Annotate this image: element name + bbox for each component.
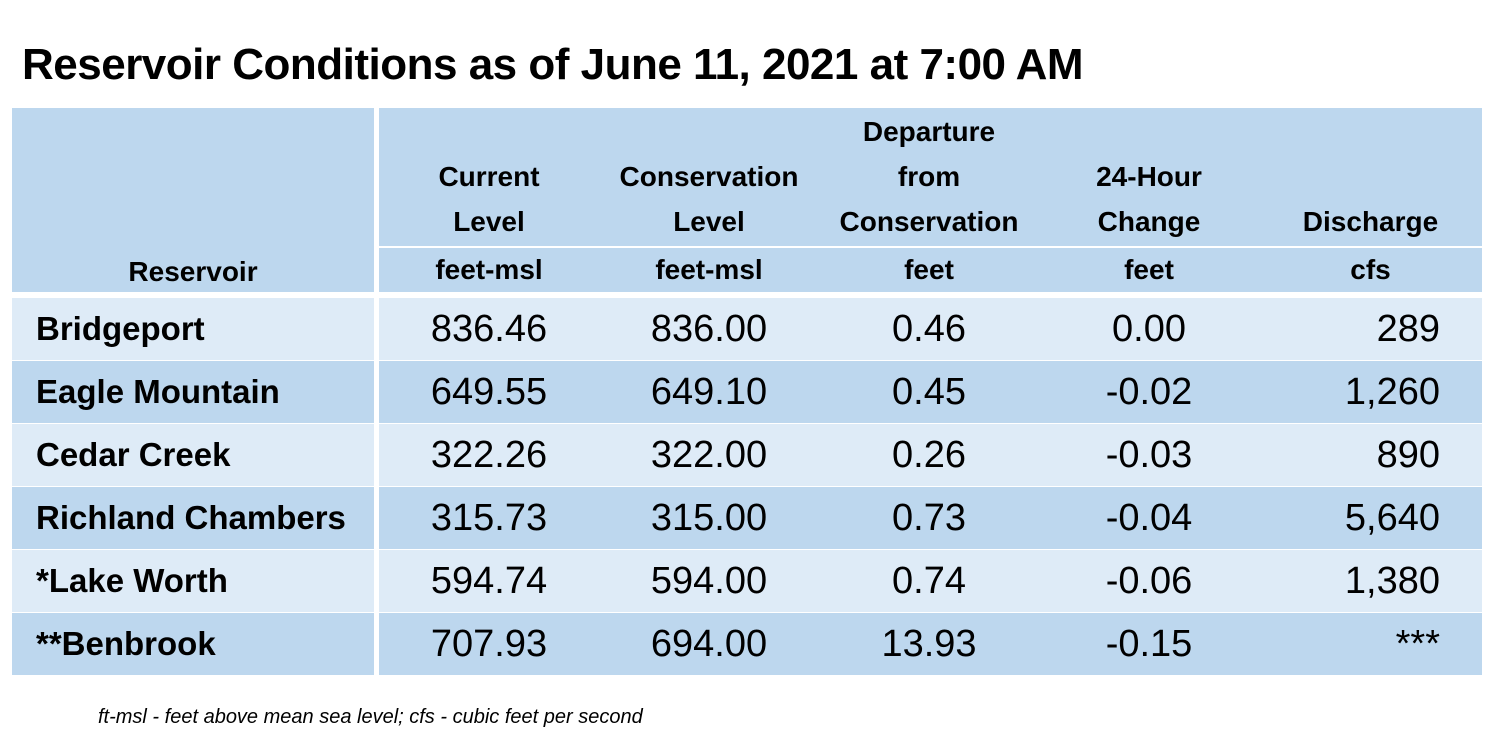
column-header-current-level: Current Level bbox=[379, 108, 599, 246]
table-row-reservoir: Eagle Mountain bbox=[12, 361, 379, 423]
unit-conservation-level: feet-msl bbox=[599, 248, 819, 292]
unit-24-hour-change: feet bbox=[1039, 248, 1259, 292]
table-row-reservoir: Richland Chambers bbox=[12, 487, 379, 549]
table-cell-discharge: 1,260 bbox=[1259, 361, 1482, 423]
table-cell-discharge: 1,380 bbox=[1259, 550, 1482, 612]
header-line: Change bbox=[1097, 206, 1201, 237]
header-line: Discharge bbox=[1302, 206, 1439, 237]
table-cell-discharge: *** bbox=[1259, 613, 1482, 675]
table-row-reservoir: *Lake Worth bbox=[12, 550, 379, 612]
table-cell-conservation: 594.00 bbox=[599, 550, 819, 612]
column-header-reservoir: Reservoir bbox=[12, 108, 379, 292]
header-line: Level bbox=[453, 206, 525, 237]
table-cell-discharge: 289 bbox=[1259, 298, 1482, 360]
table-cell-discharge: 5,640 bbox=[1259, 487, 1482, 549]
table-cell-discharge: 890 bbox=[1259, 424, 1482, 486]
table-row-reservoir: Bridgeport bbox=[12, 298, 379, 360]
unit-discharge: cfs bbox=[1259, 248, 1482, 292]
table-cell-conservation: 322.00 bbox=[599, 424, 819, 486]
table-cell-change: -0.03 bbox=[1039, 424, 1259, 486]
table-cell-conservation: 836.00 bbox=[599, 298, 819, 360]
table-cell-departure: 0.26 bbox=[819, 424, 1039, 486]
table-cell-current: 649.55 bbox=[379, 361, 599, 423]
table-cell-departure: 0.74 bbox=[819, 550, 1039, 612]
table-cell-current: 707.93 bbox=[379, 613, 599, 675]
table-cell-current: 836.46 bbox=[379, 298, 599, 360]
header-line: Current bbox=[438, 161, 540, 192]
table-cell-departure: 0.73 bbox=[819, 487, 1039, 549]
table-cell-current: 315.73 bbox=[379, 487, 599, 549]
table-row-reservoir: **Benbrook bbox=[12, 613, 379, 675]
table-cell-conservation: 315.00 bbox=[599, 487, 819, 549]
unit-current-level: feet-msl bbox=[379, 248, 599, 292]
header-line: from bbox=[897, 161, 961, 192]
page-title: Reservoir Conditions as of June 11, 2021… bbox=[22, 40, 1084, 89]
table-cell-current: 322.26 bbox=[379, 424, 599, 486]
table-cell-change: -0.06 bbox=[1039, 550, 1259, 612]
table-cell-change: -0.04 bbox=[1039, 487, 1259, 549]
header-line: Level bbox=[673, 206, 745, 237]
table-cell-change: 0.00 bbox=[1039, 298, 1259, 360]
header-line: Conservation bbox=[839, 206, 1019, 237]
table-cell-current: 594.74 bbox=[379, 550, 599, 612]
column-header-conservation-level: Conservation Level bbox=[599, 108, 819, 246]
table-row-reservoir: Cedar Creek bbox=[12, 424, 379, 486]
table-cell-departure: 0.46 bbox=[819, 298, 1039, 360]
table-cell-departure: 13.93 bbox=[819, 613, 1039, 675]
footnote: ft-msl - feet above mean sea level; cfs … bbox=[98, 706, 643, 728]
table-cell-conservation: 694.00 bbox=[599, 613, 819, 675]
header-line: Conservation bbox=[619, 161, 799, 192]
header-line: 24-Hour bbox=[1096, 161, 1202, 192]
table-cell-departure: 0.45 bbox=[819, 361, 1039, 423]
unit-departure: feet bbox=[819, 248, 1039, 292]
reservoir-table: Reservoir Current Level Conservation Lev… bbox=[12, 108, 1482, 676]
table-cell-change: -0.15 bbox=[1039, 613, 1259, 675]
column-header-discharge: Discharge bbox=[1259, 108, 1482, 246]
header-line: Departure bbox=[862, 116, 996, 147]
column-header-24-hour-change: 24-Hour Change bbox=[1039, 108, 1259, 246]
column-header-departure: Departure from Conservation bbox=[819, 108, 1039, 246]
header-spacer bbox=[12, 292, 1482, 298]
table-cell-change: -0.02 bbox=[1039, 361, 1259, 423]
table-cell-conservation: 649.10 bbox=[599, 361, 819, 423]
